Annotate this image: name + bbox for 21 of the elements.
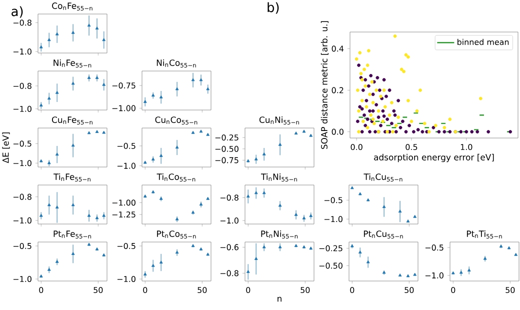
- chart-title: Pt$_{n}$Fe$_{55−n}$: [54, 230, 92, 238]
- chart-title: Ni$_{n}$Co$_{55−n}$: [156, 59, 196, 68]
- y-axis-title: ΔE [eV]: [2, 132, 10, 164]
- chart-title: Pt$_{n}$Cu$_{55−n}$: [364, 230, 403, 238]
- x-axis-title: adsorption energy error [eV]: [374, 154, 494, 162]
- chart-title: Ti$_{n}$Co$_{55−n}$: [156, 173, 196, 182]
- y-axis-title: SOAP distance metric [arb. u.]: [320, 21, 328, 149]
- text: a): [12, 6, 23, 18]
- chart-title: Pt$_{n}$Ni$_{55−n}$: [261, 230, 298, 238]
- chart-title: Ti$_{n}$Cu$_{55−n}$: [364, 173, 402, 182]
- x-axis-title: n: [278, 296, 282, 302]
- chart-title: Ti$_{n}$Fe$_{55−n}$: [54, 173, 90, 182]
- chart-title: Pt$_{n}$Ti$_{55−n}$: [466, 230, 502, 238]
- chart-title: Ti$_{n}$Ni$_{55−n}$: [260, 173, 297, 182]
- chart-title: Pt$_{n}$Co$_{55−n}$: [157, 230, 196, 238]
- chart-title: Cu$_{n}$Ni$_{55−n}$: [259, 116, 299, 124]
- chart-title: Cu$_{n}$Fe$_{55−n}$: [52, 116, 92, 124]
- text: b): [268, 2, 279, 14]
- chart-title: Cu$_{n}$Co$_{55−n}$: [155, 116, 198, 124]
- chart-title: Co$_{n}$Fe$_{55−n}$: [52, 2, 92, 10]
- chart-title: Ni$_{n}$Fe$_{55−n}$: [54, 59, 92, 68]
